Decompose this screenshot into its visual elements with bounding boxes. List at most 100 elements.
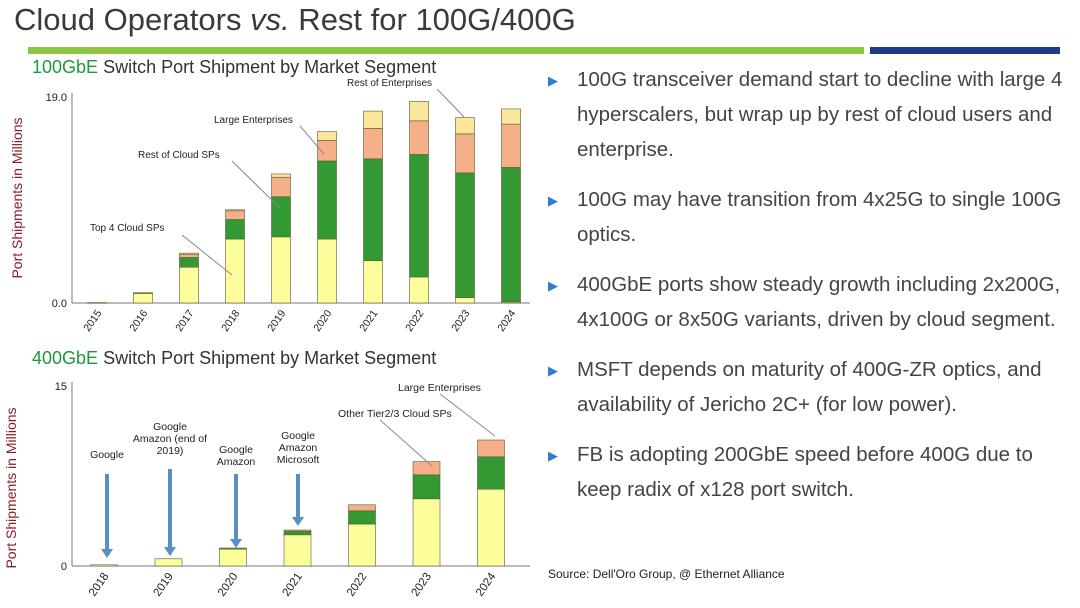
x-tick-label: 2016 [127,308,150,334]
y-tick-label: 15 [55,381,67,393]
bar-segment-top4 [348,523,376,567]
annotation-label: Rest of Cloud SPs [138,150,220,161]
bar-segment-large-ent [412,461,441,476]
arrow-label: Amazon (end of [133,433,207,445]
arrow-label: Google [219,444,253,456]
x-tick-label: 2017 [173,308,196,334]
bar-segment-rest-ent [179,252,199,255]
bar-segment-top4 [477,488,505,567]
bar-segment-large-ent [271,176,291,198]
bar-segment-large-ent [409,120,429,155]
bar-segment-rest-ent [271,173,291,178]
annotation-leader [181,234,233,276]
bar-segment-top4 [412,498,441,567]
bullet-item: 100G may have transition from 4x25G to s… [548,182,1073,252]
x-tick-label: 2021 [357,308,380,334]
x-tick-label: 2020 [216,571,241,599]
source-note: Source: Dell'Oro Group, @ Ethernet Allia… [548,567,785,581]
bar-segment-rest-cloud [412,474,441,500]
bar-segment-large-ent [477,439,505,458]
bar-segment-rest-ent [455,117,475,135]
x-tick-label: 2023 [449,308,472,334]
x-tick-label: 2024 [474,570,499,598]
bullet-item: FB is adopting 200GbE speed before 400G … [548,437,1073,507]
arrow-label: Google [90,449,124,461]
bar-segment-rest-cloud [283,530,312,536]
annotation-label: Top 4 Cloud SPs [90,223,165,234]
bar-segment-top4 [363,260,383,304]
bar-segment-rest-cloud [501,167,521,303]
bar-segment-rest-ent [501,108,521,125]
bar-segment-rest-cloud [348,510,376,525]
annotation-leader [299,125,325,155]
arrow-head-icon [292,517,304,526]
bar-segment-large-ent [501,123,521,168]
chart-100g: 0.0 19.0 Port Shipments in Millions 2015 201… [9,78,530,334]
arrow-label: Amazon [217,456,256,468]
bar-segment-rest-cloud [363,158,383,262]
bullet-item: 400GbE ports show steady growth includin… [548,267,1073,337]
bar-segment-rest-ent [409,101,429,122]
x-tick-label: 2019 [265,308,288,334]
x-tick-label: 2021 [280,571,305,599]
bar-segment-rest-cloud [225,219,245,240]
arrow-head-icon [164,547,176,556]
bar-segment-rest-cloud [409,154,429,278]
y-tick-label: 0 [61,561,67,573]
arrow-head-icon [101,549,113,558]
arrow-label: 2019) [157,445,184,457]
bullet-list: 100G transceiver demand start to decline… [548,62,1073,507]
annotation-leader [436,88,465,118]
chart-400g: 0 15 Port Shipments in Millions 2018 2019 202… [3,381,530,599]
y-axis-title: Port Shipments in Millions [9,117,25,278]
x-tick-label: 2023 [409,571,434,599]
bar-segment-top4 [87,302,107,304]
bar-segment-top4 [409,276,429,304]
x-tick-label: 2015 [81,308,104,334]
x-tick-label: 2018 [219,308,242,334]
bar-segment-top4 [219,548,247,567]
annotation-leader [439,393,496,437]
bar-segment-top4 [225,238,245,304]
arrow-label: Google [153,421,187,433]
arrow-head-icon [230,539,242,548]
bar-segment-large-ent [363,128,383,160]
bar-segment-rest-cloud [133,292,153,294]
bar-segment-top4 [271,236,291,304]
bar-segment-rest-cloud [219,547,247,550]
annotation-label: Large Enterprises [398,382,481,394]
y-axis-title: Port Shipments in Millions [3,407,19,568]
bullet-item: 100G transceiver demand start to decline… [548,62,1073,167]
bar-segment-rest-cloud [455,172,475,298]
bar-segment-rest-ent [225,209,245,212]
annotation-leader [231,160,280,208]
bar-segment-top4 [154,558,183,567]
bar-segment-rest-ent [363,110,383,129]
bar-segment-rest-cloud [179,257,199,268]
title-underline-green [28,47,864,54]
slide-title: Cloud Operators vs. Rest for 100G/400G [14,2,576,37]
y-tick-label: 19.0 [46,92,67,104]
bar-segment-top4 [455,297,475,304]
title-underline-navy [870,47,1060,54]
bar-segment-rest-cloud [477,456,505,490]
bar-segment-large-ent [225,210,245,220]
annotation-label: Rest of Enterprises [347,78,432,89]
bar-segment-large-ent [179,253,199,258]
bar-segment-large-ent [283,529,312,532]
y-tick-label: 0.0 [52,298,67,310]
chart-400g-title: 400GbE Switch Port Shipment by Market Se… [32,348,437,368]
x-tick-label: 2019 [151,571,176,599]
annotation-leader [379,419,433,467]
arrow-label: Microsoft [277,454,320,466]
x-tick-label: 2018 [87,571,112,599]
annotation-label: Large Enterprises [214,115,293,126]
x-tick-label: 2022 [345,571,370,599]
x-tick-label: 2024 [495,308,518,334]
bar-segment-large-ent [317,140,337,162]
bar-segment-rest-ent [317,131,337,141]
annotation-label: Other Tier2/3 Cloud SPs [338,408,452,420]
bar-segment-top4 [90,564,118,567]
bar-segment-top4 [317,238,337,304]
bar-segment-top4 [179,266,199,304]
